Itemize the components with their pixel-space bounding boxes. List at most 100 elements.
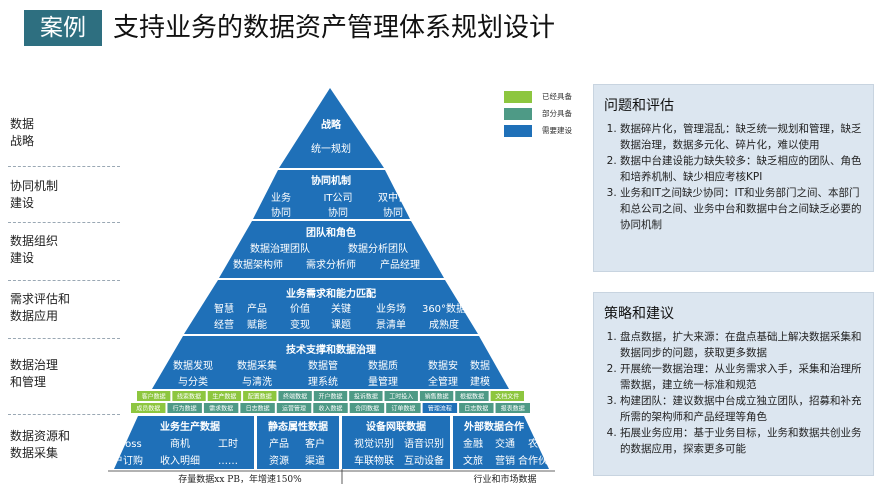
gov-item: 数据采集 — [237, 359, 277, 372]
source-title: 设备网联数据 — [366, 420, 426, 433]
strategy-text: 统一规划 — [311, 142, 351, 155]
divider — [8, 338, 120, 339]
org-item: 产品经理 — [380, 258, 420, 271]
demand-item: 360°数据 — [422, 302, 466, 315]
data-cell — [313, 391, 348, 401]
source-item: 工时 — [218, 438, 238, 450]
data-cell — [278, 391, 312, 401]
demand-item: 产品 — [247, 302, 267, 315]
source-item: 互动设备 — [404, 454, 444, 467]
demand-item: 变现 — [290, 318, 310, 331]
label-org: 数据组织 建设 — [10, 234, 59, 265]
demand-item: 业务场 — [376, 302, 406, 315]
data-cell-label: 投诉数据 — [354, 393, 378, 401]
data-cell-label: 合同数据 — [355, 405, 379, 413]
legend-swatch — [504, 125, 532, 137]
divider — [8, 414, 120, 415]
layer-demand — [184, 280, 478, 334]
layer-org — [219, 221, 444, 278]
label-collab: 协同机制 建设 — [10, 179, 59, 210]
source-item: Boss — [118, 439, 141, 450]
source-item: …… — [218, 456, 238, 467]
source-box-business: 业务生产数据 Boss 商机 工时 开户订购 收入明细 …… — [103, 416, 254, 469]
source-box-static: 静态属性数据 产品 客户 资源 渠道 — [257, 416, 339, 469]
source-item: 金融 — [463, 437, 483, 450]
label-strategy: 数据 战略 — [10, 117, 35, 148]
gov-item: 全管理 — [428, 375, 458, 388]
data-cell — [349, 391, 383, 401]
case-tag: 案例 — [24, 10, 102, 46]
org-title: 团队和角色 — [306, 226, 356, 239]
strategy-list: 盘点数据，扩大来源：在盘点基础上解决数据采集和数据同步的问题，获取更多数据 开展… — [594, 329, 873, 457]
legend-label: 需要建设 — [542, 126, 572, 135]
legend-swatch — [504, 91, 532, 103]
org-item: 数据架构师 — [233, 258, 283, 271]
data-cell-label: 生产数据 — [212, 393, 236, 401]
data-cell-label: 文档文件 — [495, 393, 519, 401]
data-cell — [386, 403, 421, 413]
panel-strategy: 策略和建议 盘点数据，扩大来源：在盘点基础上解决数据采集和数据同步的问题，获取更… — [593, 292, 874, 476]
gov-item: 量管理 — [368, 375, 398, 388]
collab-item: 双中台 — [378, 191, 408, 204]
data-cell-label: 日志数据 — [246, 405, 270, 413]
org-item: 需求分析师 — [306, 258, 356, 271]
list-item: 数据中台建设能力缺失较多：缺乏相应的团队、角色和培养机制、缺少相应考核KPI — [620, 153, 863, 185]
demand-item: 课题 — [331, 319, 351, 331]
list-item: 数据碎片化，管理混乱：缺乏统一规划和管理，缺乏数据治理，数据多元化、碎片化，难以… — [620, 121, 863, 153]
source-item: 文旅 — [463, 454, 483, 467]
data-cell-label: 管理流程 — [428, 405, 452, 413]
data-cell — [203, 403, 239, 413]
data-cell — [349, 403, 385, 413]
source-box-device: 设备网联数据 视觉识别 语音识别 车联物联 互动设备 — [342, 416, 450, 469]
data-cell-label: 销售数据 — [425, 393, 449, 401]
label-sources: 数据资源和 数据采集 — [10, 429, 71, 460]
source-item: 渠道 — [305, 454, 325, 467]
source-item: 收入明细 — [160, 454, 200, 467]
data-cell-label: 行为数据 — [173, 405, 197, 413]
data-cell — [459, 403, 494, 413]
gov-item: 数据安 — [428, 359, 458, 372]
collab-item: IT公司 — [323, 193, 352, 204]
panel-title: 问题和评估 — [604, 98, 674, 114]
demand-item: 智慧 — [214, 302, 234, 315]
list-item: 开展统一数据治理：从业务需求入手，采集和治理所需数据，建立统一标准和规范 — [620, 361, 863, 393]
data-cell — [495, 403, 530, 413]
source-item: 车联物联 — [354, 454, 394, 467]
demand-title: 业务需求和能力匹配 — [286, 287, 376, 300]
data-cell-label: 报表数据 — [501, 405, 525, 413]
source-item: 农业 — [528, 437, 548, 450]
source-item: 商机 — [170, 437, 190, 450]
label-governance: 数据治理 和管理 — [10, 358, 59, 389]
gov-item: 数据管 — [308, 359, 338, 372]
data-cell — [276, 403, 312, 413]
data-cell — [243, 391, 277, 401]
layer-collab — [253, 170, 410, 219]
gov-item: 数据 — [470, 359, 490, 372]
collab-item: 业务 — [271, 191, 291, 204]
source-title: 外部数据合作 — [463, 420, 524, 433]
list-item: 拓展业务应用：基于业务目标，业务和数据共创业务的数据应用，探索更多可能 — [620, 425, 863, 457]
strategy-title: 战略 — [321, 118, 342, 131]
data-cell — [455, 391, 489, 401]
collab-title: 协同机制 — [311, 174, 351, 187]
footer-left: 存量数据xx PB，年增速150% — [178, 473, 302, 485]
data-cell-label: 成员数据 — [136, 405, 160, 413]
layer-strategy — [279, 88, 384, 168]
data-cell — [207, 391, 242, 401]
data-cell-label: 线索数据 — [177, 393, 201, 401]
gov-item: 建模 — [470, 375, 490, 388]
demand-item: 成熟度 — [429, 318, 459, 331]
demand-item: 景清单 — [376, 318, 406, 331]
gov-item: 与分类 — [178, 375, 208, 388]
data-cell-label: 开户数据 — [318, 393, 342, 401]
data-cell — [419, 391, 454, 401]
data-cell-label: 日志数据 — [464, 405, 488, 413]
source-item: 交通 — [495, 437, 515, 450]
source-title: 静态属性数据 — [268, 420, 328, 433]
divider — [8, 280, 120, 281]
source-item: 营销 — [495, 454, 515, 467]
gov-item: 数据质 — [368, 359, 398, 372]
source-item: 开户订购 — [103, 454, 143, 467]
data-cell-label: 订单数据 — [391, 405, 415, 413]
